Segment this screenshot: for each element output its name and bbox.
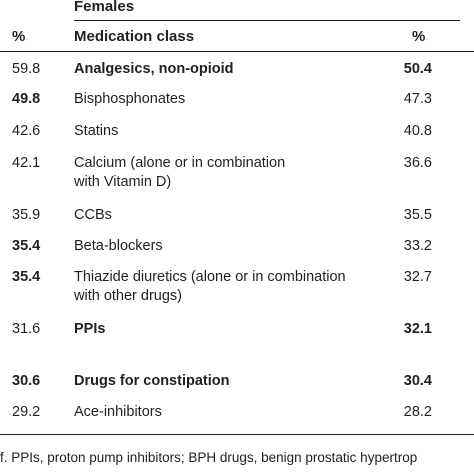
row-medication-class: Thiazide diuretics (alone or in combinat… <box>74 269 346 285</box>
row-left-percent: 59.8 <box>12 61 41 77</box>
row-right-percent: 50.4 <box>403 61 432 77</box>
row-left-percent: 42.6 <box>12 123 41 139</box>
row-right-percent: 32.1 <box>403 321 432 337</box>
row-right-percent: 32.7 <box>403 269 432 285</box>
group-header-rule <box>74 20 460 21</box>
row-left-percent: 35.9 <box>12 207 41 223</box>
row-medication-class: Beta-blockers <box>74 238 163 254</box>
row-left-percent: 35.4 <box>12 269 41 285</box>
footnote: f. PPIs, proton pump inhibitors; BPH dru… <box>0 450 418 465</box>
row-medication-class: PPIs <box>74 321 106 337</box>
row-medication-class: Bisphosphonates <box>74 91 186 107</box>
row-right-percent: 28.2 <box>403 404 432 420</box>
header-bottom-rule <box>0 51 474 52</box>
row-left-percent: 31.6 <box>12 321 41 337</box>
column-header-left-percent: % <box>12 28 26 45</box>
row-right-percent: 36.6 <box>403 155 432 171</box>
row-medication-class-continued: with other drugs) <box>74 288 182 304</box>
row-left-percent: 35.4 <box>12 238 41 254</box>
row-medication-class: Ace-inhibitors <box>74 404 162 420</box>
row-medication-class: Calcium (alone or in combination <box>74 155 286 171</box>
table-bottom-rule <box>0 434 474 435</box>
column-header-right-percent: % <box>412 28 426 45</box>
row-left-percent: 49.8 <box>12 91 41 107</box>
row-right-percent: 30.4 <box>403 373 432 389</box>
row-right-percent: 35.5 <box>403 207 432 223</box>
column-header-medication-class: Medication class <box>74 28 195 45</box>
row-right-percent: 40.8 <box>403 123 432 139</box>
row-right-percent: 47.3 <box>403 91 432 107</box>
row-left-percent: 42.1 <box>12 155 41 171</box>
row-left-percent: 30.6 <box>12 373 41 389</box>
row-medication-class: Drugs for constipation <box>74 373 230 389</box>
row-medication-class: Analgesics, non-opioid <box>74 61 234 77</box>
group-header-females: Females <box>74 0 135 15</box>
row-medication-class: CCBs <box>74 207 112 223</box>
row-medication-class: Statins <box>74 123 119 139</box>
row-right-percent: 33.2 <box>403 238 432 254</box>
row-medication-class-continued: with Vitamin D) <box>74 174 172 190</box>
row-left-percent: 29.2 <box>12 404 41 420</box>
